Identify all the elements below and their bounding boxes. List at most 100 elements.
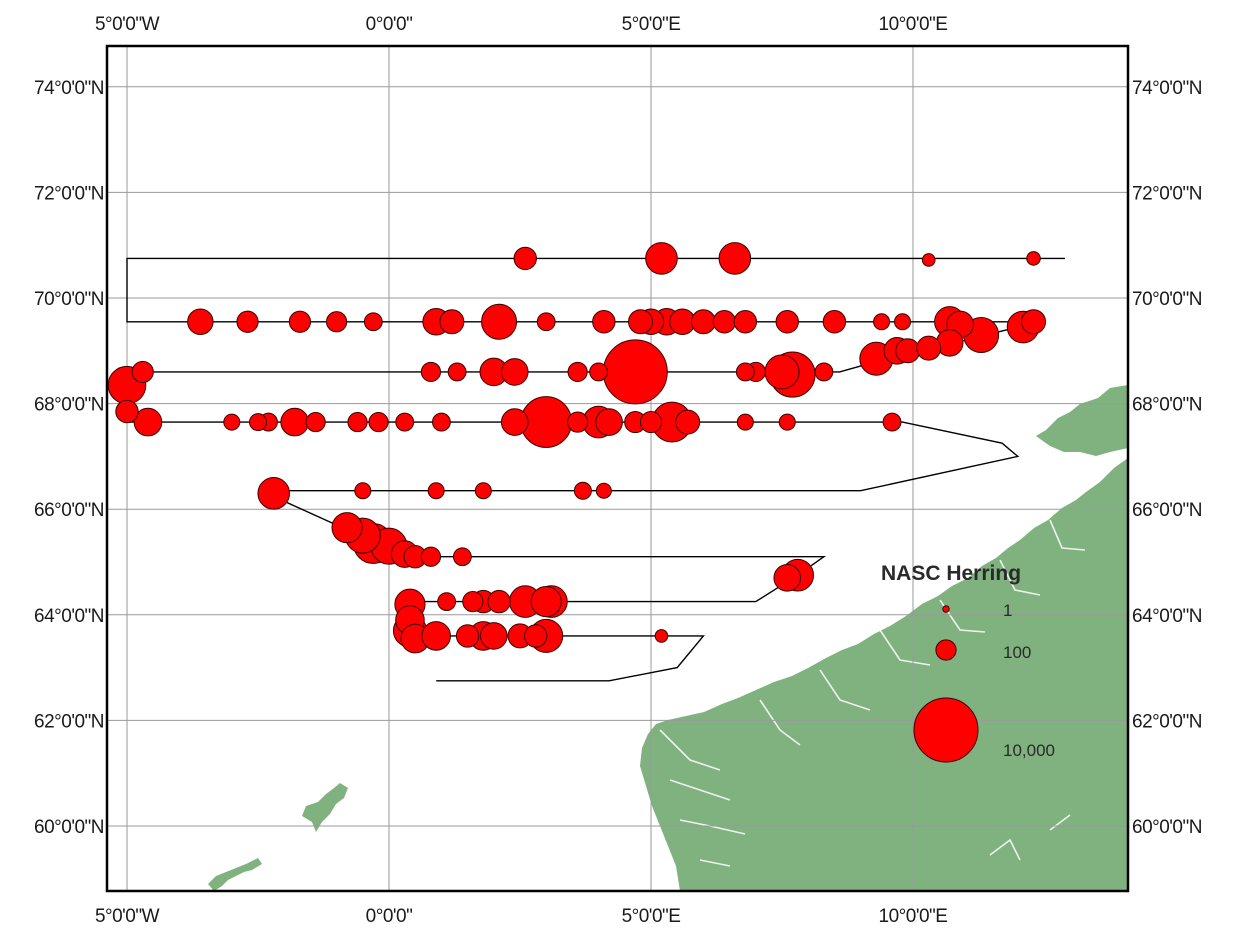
nasc-circle — [305, 411, 326, 433]
right-lat-label: 64°0'0"N — [1132, 606, 1202, 627]
land-layer — [208, 385, 1128, 891]
right-lat-label: 70°0'0"N — [1132, 289, 1202, 310]
right-lat-label: 68°0'0"N — [1132, 395, 1202, 416]
nasc-circle — [347, 411, 368, 433]
nasc-circle — [187, 308, 214, 335]
left-lat-label: 68°0'0"N — [34, 395, 104, 416]
bottom-lon-label: 5°0'0"E — [622, 906, 681, 927]
nasc-circle — [326, 311, 348, 333]
nasc-circle — [530, 586, 562, 618]
nasc-circle — [690, 309, 716, 335]
legend: NASC Herring 1 100 10,000 — [881, 562, 1055, 763]
nasc-circle — [882, 412, 902, 432]
right-lat-label: 62°0'0"N — [1132, 711, 1202, 732]
legend-label-100: 100 — [1003, 643, 1031, 662]
nasc-circle — [427, 482, 445, 500]
nasc-circle — [288, 310, 312, 333]
nasc-circle — [536, 312, 556, 332]
nasc-circle — [921, 253, 936, 267]
map-frame — [105, 44, 1130, 893]
nasc-circle — [354, 482, 372, 500]
nasc-circle — [778, 413, 796, 431]
nasc-circle — [654, 629, 669, 643]
nasc-observations — [107, 242, 1047, 654]
shetland-islands — [302, 783, 348, 832]
nasc-circle — [452, 547, 472, 567]
nasc-circle — [420, 546, 442, 567]
legend-symbol-10000 — [913, 697, 979, 763]
nasc-circle — [236, 310, 259, 333]
nasc-circle — [481, 303, 518, 340]
nasc-circle — [628, 309, 654, 335]
nasc-circle — [421, 621, 451, 651]
nasc-circle — [764, 354, 800, 390]
right-lat-label: 72°0'0"N — [1132, 183, 1202, 204]
nasc-circle — [592, 310, 616, 334]
nasc-circle — [363, 312, 383, 332]
nasc-circle — [133, 407, 163, 437]
nasc-circle — [368, 411, 389, 433]
nasc-circle — [822, 310, 847, 334]
left-lat-label: 72°0'0"N — [34, 183, 104, 204]
nasc-circle — [280, 407, 309, 437]
nasc-circle — [733, 310, 758, 334]
top-lon-label: 0°0'0" — [366, 14, 413, 35]
nasc-circle — [524, 624, 548, 648]
nasc-circle — [589, 362, 608, 382]
nasc-circle — [773, 564, 802, 592]
top-lon-label: 5°0'0"E — [622, 14, 681, 35]
nasc-circle — [115, 399, 139, 424]
axis-labels: 5°0'0"W 0°0'0" 5°0'0"E 10°0'0"E 5°0'0"W 0°0'0… — [34, 14, 1202, 927]
nasc-circle — [500, 358, 529, 386]
nasc-circle — [567, 411, 589, 433]
nasc-circle — [675, 409, 701, 435]
nasc-circle — [513, 246, 537, 271]
nasc-circle — [736, 413, 754, 431]
legend-label-1: 1 — [1003, 601, 1012, 620]
nasc-circle — [595, 408, 623, 436]
nasc-circle — [814, 362, 834, 382]
nasc-circle — [895, 338, 921, 364]
nasc-circle — [595, 482, 612, 499]
nasc-circle — [573, 481, 592, 500]
nasc-circle — [639, 410, 663, 434]
nasc-circle — [249, 413, 267, 432]
legend-title: NASC Herring — [881, 562, 1021, 585]
nasc-circle — [462, 591, 484, 613]
right-lat-label: 74°0'0"N — [1132, 78, 1202, 99]
nasc-circle — [395, 412, 415, 432]
norway-coast — [1036, 385, 1128, 456]
nasc-circle — [602, 339, 668, 405]
left-lat-label: 66°0'0"N — [34, 500, 104, 521]
nasc-circle — [1021, 309, 1047, 335]
nasc-circle — [718, 242, 752, 275]
nasc-circle — [712, 310, 737, 334]
nasc-circle — [480, 622, 508, 650]
nasc-circle — [439, 309, 465, 335]
left-lat-label: 62°0'0"N — [34, 711, 104, 732]
nasc-circle — [645, 242, 678, 275]
bottom-lon-label: 5°0'0"W — [95, 906, 160, 927]
nasc-circle — [735, 362, 755, 382]
left-lat-label: 64°0'0"N — [34, 606, 104, 627]
nasc-circle — [894, 313, 912, 331]
left-lat-label: 70°0'0"N — [34, 289, 104, 310]
nasc-circle — [447, 362, 467, 382]
legend-symbol-1 — [942, 605, 950, 613]
nasc-circle — [474, 482, 492, 500]
legend-symbol-100 — [935, 639, 957, 661]
nasc-circle — [223, 413, 241, 431]
nasc-circle — [331, 512, 363, 544]
nasc-circle — [1026, 251, 1041, 266]
nasc-circle — [437, 592, 457, 611]
nasc-circle — [775, 310, 799, 334]
nasc-circle — [432, 412, 451, 432]
nasc-circle — [873, 313, 891, 331]
nasc-circle — [257, 477, 291, 510]
nasc-circle — [131, 360, 154, 384]
nasc-circle — [420, 361, 442, 383]
nasc-circle — [916, 335, 942, 361]
bottom-lon-label: 10°0'0"E — [879, 906, 948, 927]
norway-mainland — [640, 458, 1128, 891]
